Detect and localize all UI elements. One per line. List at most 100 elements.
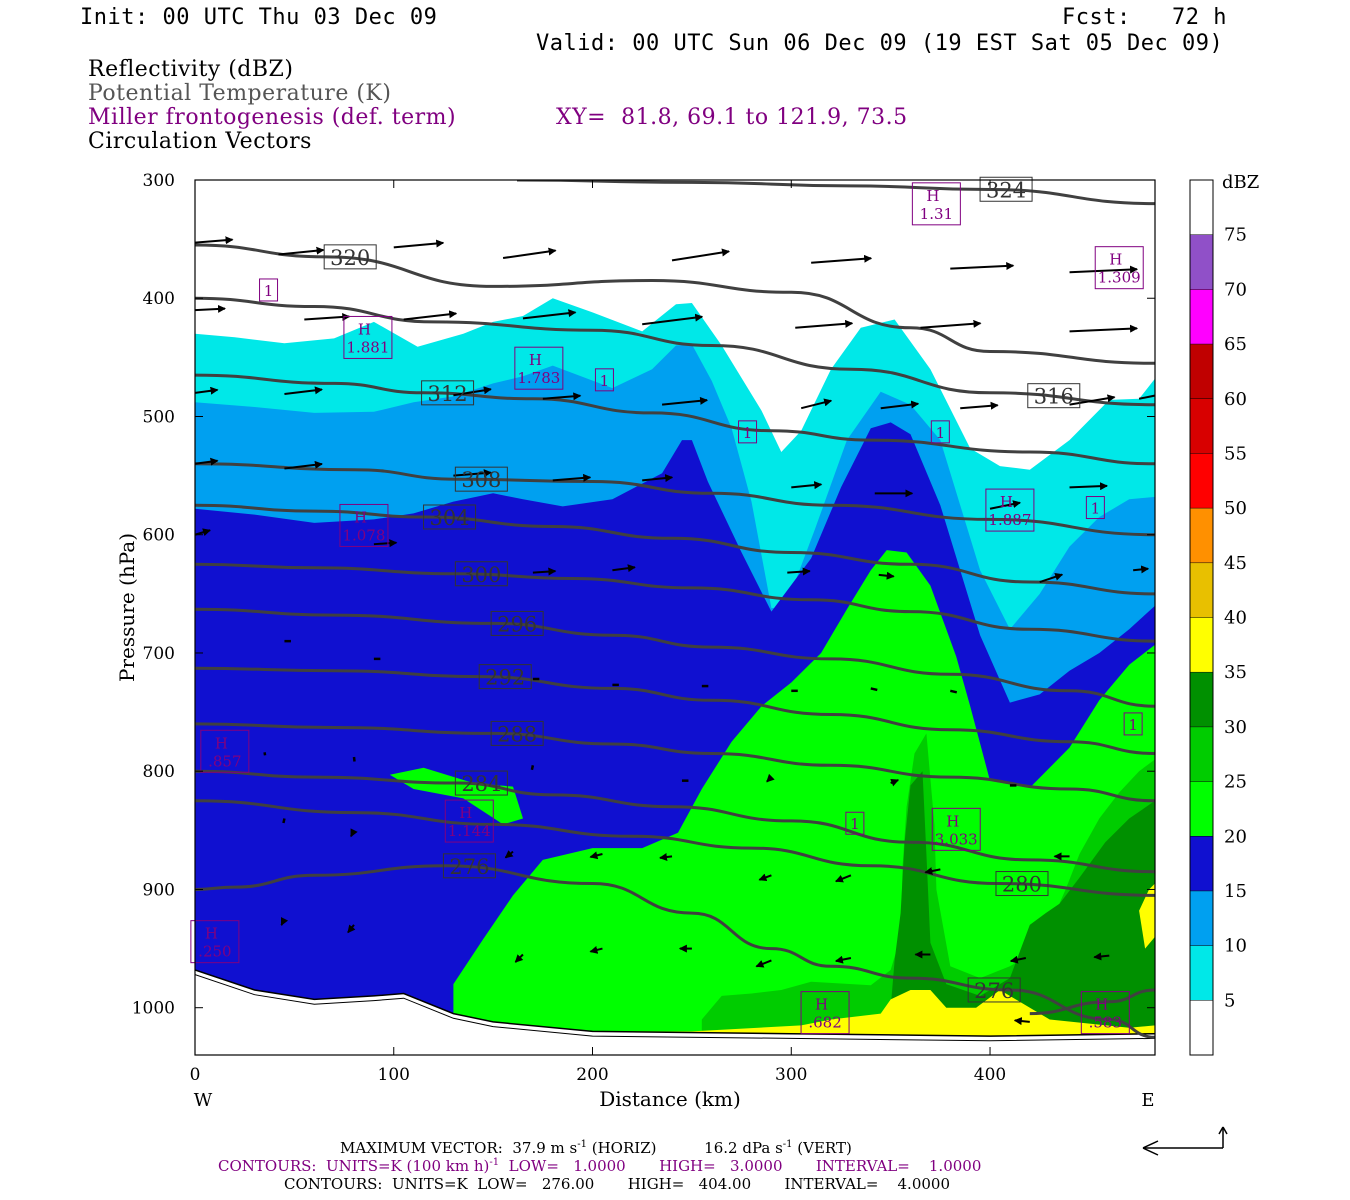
- circulation-vector: [1013, 1017, 1030, 1026]
- colorbar-tick-label: 40: [1224, 608, 1247, 629]
- circulation-vector: [659, 853, 673, 861]
- circulation-vector: [347, 924, 356, 934]
- theta-contour-316: [195, 296, 1155, 407]
- circulation-vector: [1009, 955, 1027, 964]
- circulation-vector: [766, 773, 775, 783]
- y-axis-label: Pressure (hPa): [115, 533, 139, 682]
- circulation-vector: [878, 571, 895, 580]
- below-ground-mask: [195, 969, 1155, 1055]
- reflectivity-region-35dbz: [1139, 883, 1155, 949]
- circulation-vector: [373, 539, 398, 548]
- extremum-h: H: [815, 996, 828, 1014]
- reflectivity-fill: [195, 298, 1155, 1055]
- frontogenesis-label-box: [1123, 712, 1143, 736]
- extremum-box: [339, 503, 389, 547]
- circulation-vector: [504, 850, 514, 859]
- theta-contour-292: [195, 666, 1155, 755]
- y-tick-label: 300: [143, 171, 175, 191]
- circulation-vector: [1093, 952, 1110, 961]
- colorbar-bin: [1190, 890, 1213, 946]
- extremum-h: H: [926, 187, 939, 205]
- y-tick-label: 500: [143, 407, 175, 427]
- extremum-box: [985, 488, 1035, 532]
- frontogenesis-label: 1: [600, 372, 610, 390]
- colorbar-tick-label: 35: [1224, 662, 1247, 683]
- circulation-vector: [795, 319, 854, 329]
- circulation-vector: [532, 567, 557, 576]
- extremum-value: 1.881: [346, 338, 389, 356]
- colorbar-bin: [1190, 672, 1213, 727]
- extremum-h: H: [529, 351, 542, 369]
- colorbar-bin: [1190, 726, 1213, 782]
- extremum-value: 3.033: [935, 830, 978, 848]
- y-tick-label: 800: [143, 762, 175, 782]
- theta-contour-276: [1029, 988, 1155, 1016]
- circulation-vector: [870, 687, 878, 692]
- theta-contour-304: [195, 503, 1155, 596]
- footer-contours-theta: CONTOURS: UNITS=K LOW= 276.00 HIGH= 404.…: [284, 1175, 950, 1193]
- colorbar-bin: [1190, 617, 1213, 673]
- theta-contour-308: [195, 462, 1155, 537]
- theta-label-box-316: [1027, 383, 1081, 409]
- circulation-vector: [800, 398, 833, 410]
- theta-contour-300: [195, 562, 1155, 643]
- circulation-vector: [1069, 324, 1139, 333]
- colorbar-bin: [1190, 1000, 1213, 1055]
- theta-label-box-312: [421, 380, 475, 406]
- theta-label-292: 292: [485, 666, 525, 690]
- extremum-value: 1.783: [517, 369, 560, 387]
- circulation-vector: [278, 246, 325, 256]
- circulation-vector: [950, 262, 1015, 271]
- extremum-h: H: [946, 812, 959, 830]
- extremum-value: 1.144: [448, 822, 491, 840]
- circulation-vector: [589, 851, 603, 860]
- extremum-box: [444, 799, 494, 843]
- theta-label-308: 308: [461, 468, 501, 492]
- extremum-box: [1094, 246, 1144, 290]
- frontogenesis-label-box: [845, 811, 865, 835]
- extremum-box: [190, 920, 240, 964]
- circulation-vector: [403, 310, 458, 321]
- frontogenesis-label-box: [738, 420, 758, 444]
- colorbar-tick-label: 50: [1224, 498, 1247, 519]
- colorbar-tick-label: 60: [1224, 389, 1247, 410]
- circulation-vector: [282, 818, 286, 824]
- colorbar-bin: [1190, 562, 1213, 618]
- circulation-vector: [787, 567, 811, 576]
- ground-mask: [195, 969, 1155, 1055]
- theta-contour-320: [195, 243, 1155, 365]
- circulation-vector: [522, 309, 577, 320]
- theta-label-box-296: [490, 610, 544, 636]
- x-tick-label: 0: [190, 1065, 201, 1085]
- cross-section-xy: XY= 81.8, 69.1 to 121.9, 73.5: [556, 105, 908, 130]
- circulation-vector: [542, 392, 582, 401]
- extremum-value: .857: [208, 752, 241, 770]
- circulation-vector: [393, 239, 445, 249]
- theta-label-312: 312: [428, 382, 468, 406]
- legend-vectors: Circulation Vectors: [88, 129, 312, 154]
- theta-label-304: 304: [430, 506, 470, 530]
- extremum-box: [1080, 991, 1130, 1035]
- theta-label-box-276: [442, 853, 496, 879]
- extremum-h: H: [354, 508, 367, 526]
- extremum-h: H: [215, 734, 228, 752]
- circulation-vector: [195, 236, 234, 245]
- circulation-vector: [758, 873, 772, 882]
- extremum-box: [514, 346, 564, 390]
- y-tick-label: 1000: [132, 999, 175, 1019]
- colorbar-tick-label: 45: [1224, 553, 1247, 574]
- colorbar-bin: [1190, 781, 1213, 837]
- circulation-vector: [791, 481, 823, 490]
- colorbar-bin: [1190, 344, 1213, 399]
- theta-label-box-276: [967, 977, 1021, 1003]
- theta-label-box-324: [979, 176, 1033, 202]
- circulation-vector: [350, 828, 358, 838]
- circulation-vector: [552, 473, 592, 482]
- circulation-vector: [661, 396, 709, 406]
- frontogenesis-label: 1: [264, 282, 274, 300]
- circulation-vector: [195, 528, 211, 537]
- circulation-vector: [195, 457, 219, 466]
- colorbar-tick-label: 30: [1224, 717, 1247, 738]
- theta-label-276: 276: [449, 855, 489, 879]
- theta-label-box-292: [478, 664, 532, 690]
